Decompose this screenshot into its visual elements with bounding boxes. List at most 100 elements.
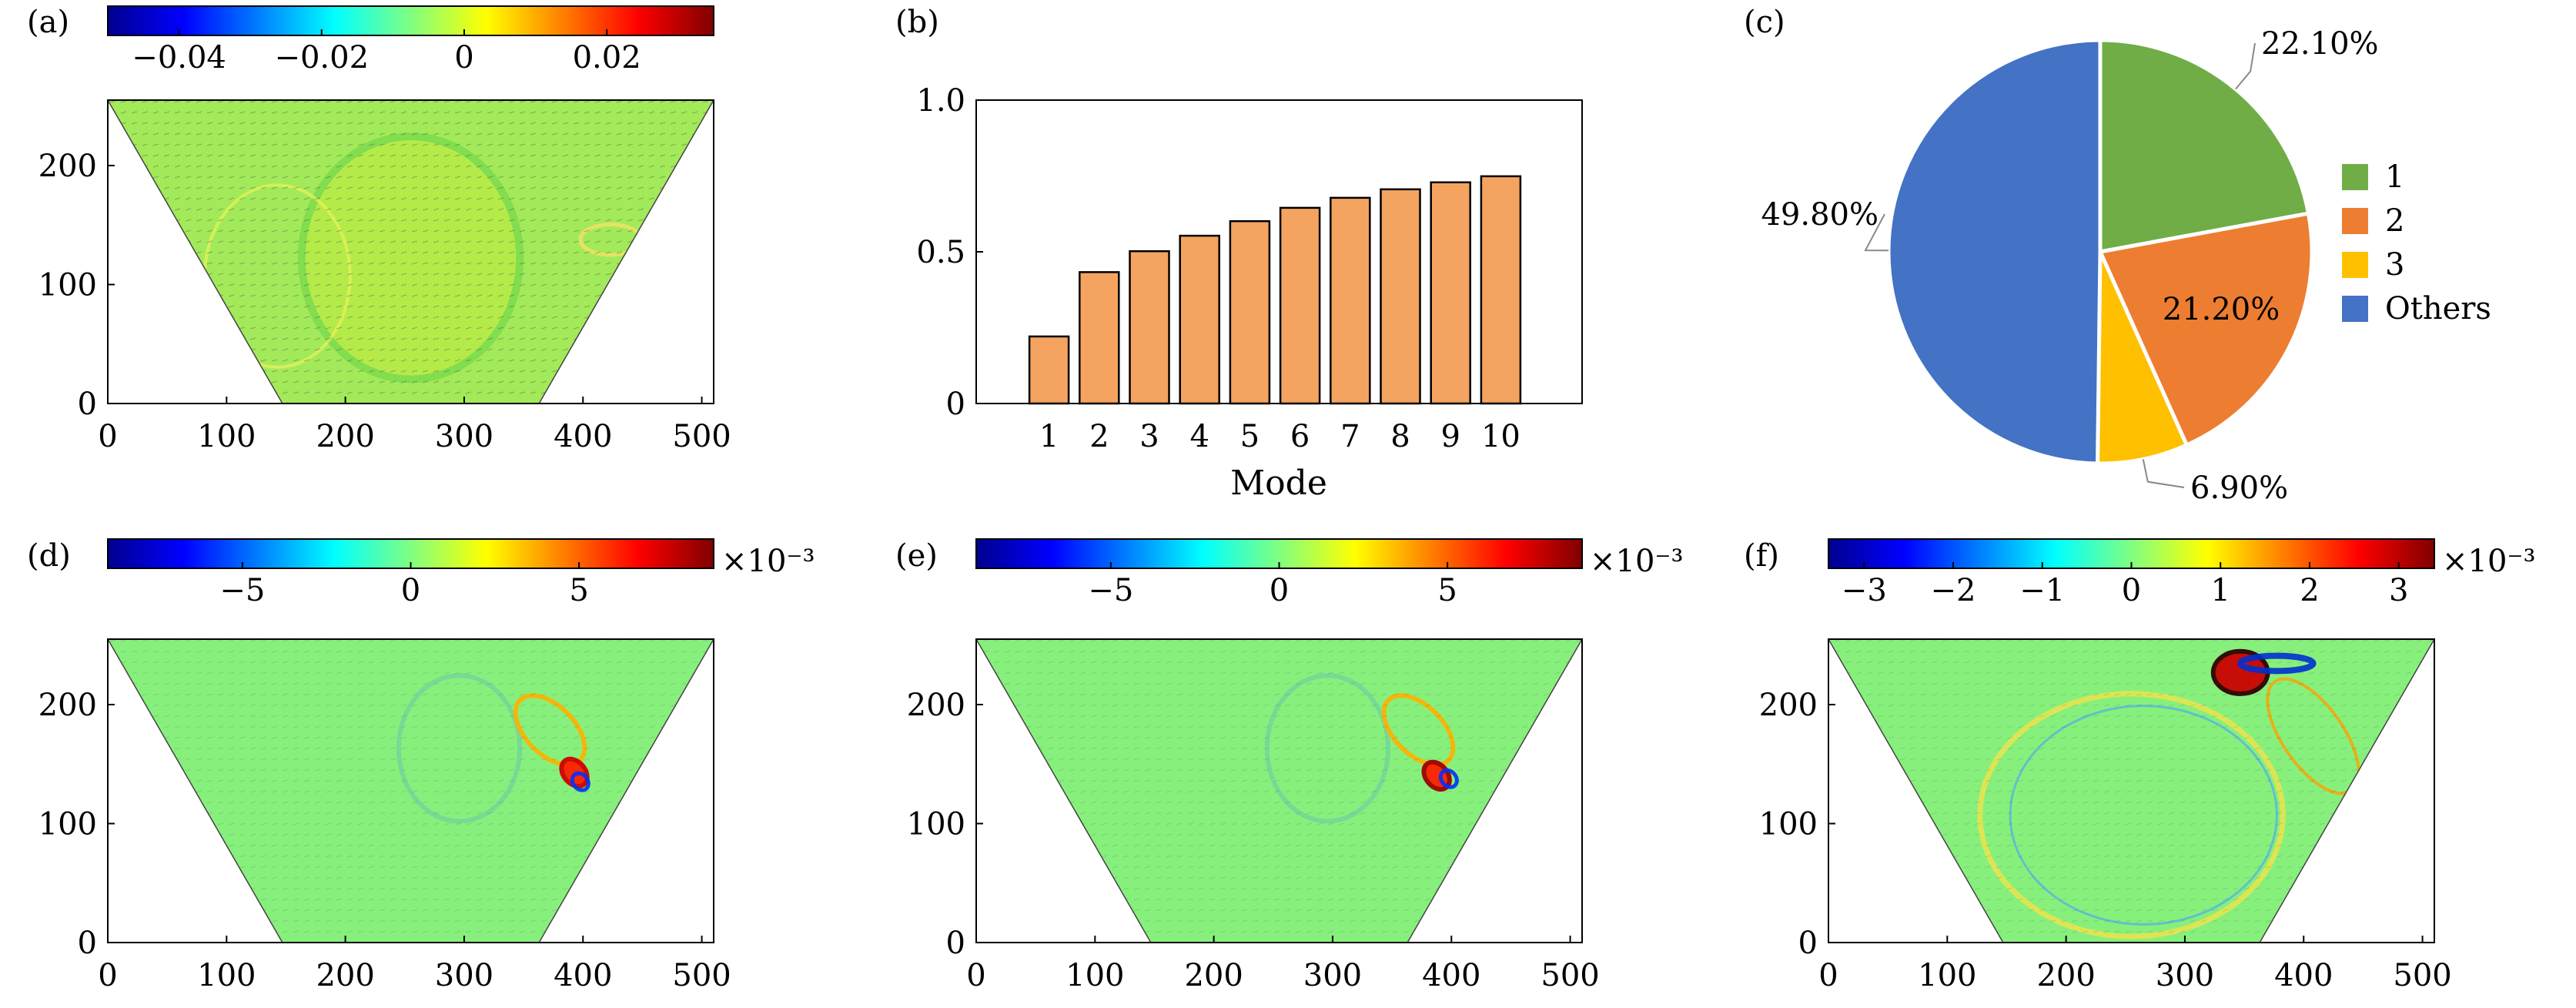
x-tick-label: 0 (966, 958, 985, 993)
leader-line (2142, 459, 2185, 488)
legend-swatch (2342, 252, 2368, 278)
x-tick-label: 1 (1039, 419, 1059, 454)
panel-b: (b) 1 2 3 4 5 6 7 8 9 10 0 0.5 1.0 Mode (895, 5, 1583, 503)
x-tick-label: 8 (1390, 419, 1410, 454)
x-tick-label: 100 (1918, 958, 1976, 993)
x-tick-label: 2 (1089, 419, 1109, 454)
colorbar-tick-label: −5 (219, 573, 265, 608)
y-tick-label: 100 (1759, 806, 1818, 842)
colorbar-exponent: ×10⁻³ (721, 544, 815, 579)
y-tick-label: 100 (38, 267, 97, 303)
y-tick-label: 100 (907, 806, 965, 842)
x-tick-label: 5 (1240, 419, 1260, 454)
colorbar-tick-label: 0 (454, 40, 473, 75)
panel-label: (e) (895, 538, 938, 574)
x-tick-label: 6 (1290, 419, 1310, 454)
x-tick-label: 100 (1066, 958, 1124, 993)
colorbar-tick-label: 0.02 (573, 40, 641, 75)
y-tick-label: 0 (78, 387, 97, 422)
y-tick-label: 200 (1759, 688, 1818, 723)
bar (1480, 175, 1522, 405)
colorbar-tick-label: 5 (569, 573, 588, 608)
x-tick-label: 100 (197, 419, 256, 454)
x-tick-label: 400 (1422, 958, 1480, 993)
legend-swatch (2342, 296, 2368, 322)
panel-label: (f) (1744, 538, 1779, 574)
bar (1430, 181, 1471, 405)
field (1828, 639, 2434, 943)
bar (1129, 249, 1170, 405)
legend-label: Others (2385, 291, 2491, 327)
colorbar-tick-label: 1 (2211, 573, 2230, 608)
colorbar-exponent: ×10⁻³ (2442, 544, 2536, 579)
slice-label: 21.20% (2163, 292, 2280, 327)
x-tick-label: 400 (2274, 958, 2333, 993)
colorbar-tick-label: 0 (1270, 573, 1289, 608)
x-axis-label: Mode (1230, 464, 1327, 503)
bar (1229, 219, 1271, 405)
bar (1079, 271, 1120, 405)
x-tick-label: 0 (98, 419, 117, 454)
x-tick-label: 4 (1189, 419, 1209, 454)
quiver-arrows (108, 100, 714, 404)
x-tick-label: 3 (1139, 419, 1159, 454)
colorbar-tick-label: 2 (2300, 573, 2319, 608)
slice-label: 22.10% (2261, 26, 2379, 62)
field (108, 100, 714, 404)
x-tick-label: 200 (2036, 958, 2095, 993)
x-tick-label: 300 (435, 419, 493, 454)
colorbar-tick-label: −1 (2019, 573, 2065, 608)
slice-label: 6.90% (2190, 471, 2288, 506)
x-tick-label: 500 (672, 958, 731, 993)
x-tick-label: 200 (316, 419, 374, 454)
bar (1330, 196, 1371, 405)
pie-slice (1886, 38, 2103, 466)
y-tick-label: 200 (38, 149, 97, 184)
panel-d: (d) −5 0 5 ×10⁻³ 0 100 200 300 400 500 0 100 200 (27, 538, 815, 993)
colorbar-tick-label: 0 (2122, 573, 2141, 608)
x-tick-label: 200 (316, 958, 374, 993)
field (976, 639, 1582, 943)
panel-a: (a) −0.04 −0.02 0 0.02 0 100 200 300 400 500 0 100 20… (27, 5, 731, 454)
y-tick-label: 200 (907, 688, 965, 723)
axes-frame (107, 638, 714, 943)
panel-f: (f) −3 −2 −1 0 1 2 3 ×10⁻³ 0 100 200 300 400 500 0 100 20… (1744, 538, 2536, 993)
legend-label: 3 (2385, 247, 2404, 283)
x-tick-label: 400 (554, 958, 612, 993)
x-tick-label: 100 (197, 958, 256, 993)
bar (1279, 206, 1321, 405)
pie-slice (2097, 211, 2314, 448)
axes-frame (1828, 638, 2435, 943)
colorbar-exponent: ×10⁻³ (1590, 544, 1684, 579)
y-tick-label: 0 (1798, 926, 1818, 961)
y-tick-label: 0.5 (916, 235, 965, 270)
x-tick-label: 500 (2393, 958, 2451, 993)
x-tick-label: 300 (435, 958, 493, 993)
bar (1179, 234, 1220, 405)
x-tick-label: 10 (1481, 419, 1521, 454)
legend-swatch (2342, 164, 2368, 190)
panel-label: (c) (1744, 5, 1785, 40)
colorbar-tick-label: −2 (1931, 573, 1976, 608)
x-tick-label: 300 (2156, 958, 2214, 993)
field (108, 639, 714, 943)
colorbar-tick-label: −5 (1088, 573, 1133, 608)
bar (1380, 188, 1421, 405)
x-tick-label: 0 (1818, 958, 1838, 993)
legend-swatch (2342, 208, 2368, 234)
x-tick-label: 200 (1184, 958, 1243, 993)
y-tick-label: 1.0 (916, 83, 965, 119)
quiver-arrows (108, 639, 714, 943)
colorbar-tick-label: 3 (2389, 573, 2408, 608)
y-tick-label: 0 (78, 926, 97, 961)
bar (1028, 335, 1070, 405)
axes-frame (107, 99, 714, 404)
panel-c: (c) 22.10% 21.20% 6.90% 49.80% 1 2 3 Others (1744, 5, 2491, 506)
y-tick-label: 0 (946, 387, 965, 422)
y-tick-label: 100 (38, 806, 97, 842)
legend-label: 2 (2385, 203, 2404, 239)
panel-label: (d) (27, 538, 71, 574)
panel-e: (e) −5 0 5 ×10⁻³ 0 100 200 300 400 500 0 100 200 (895, 538, 1684, 993)
quiver-arrows (1828, 639, 2434, 943)
